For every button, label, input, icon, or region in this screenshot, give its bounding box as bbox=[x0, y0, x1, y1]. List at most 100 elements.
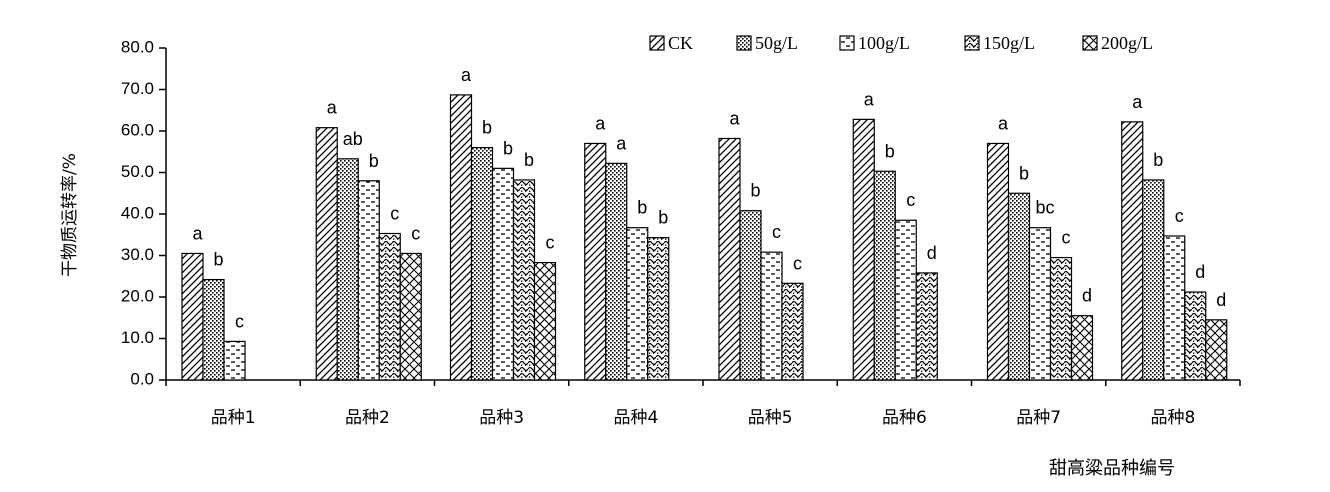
bar-1-1 bbox=[181, 252, 204, 381]
significance-label: a bbox=[461, 65, 472, 85]
legend-swatch bbox=[736, 35, 752, 51]
bar-6-1 bbox=[852, 118, 875, 381]
bar-6-2 bbox=[873, 170, 896, 381]
bar-5-3 bbox=[760, 251, 783, 381]
bar-4-1 bbox=[584, 142, 607, 381]
x-tick-label: 品种3 bbox=[479, 408, 524, 428]
bar-3-2 bbox=[470, 147, 494, 381]
bar-7-5 bbox=[1070, 315, 1094, 381]
bar-8-3 bbox=[1163, 235, 1186, 381]
bar-4-3 bbox=[626, 227, 649, 381]
y-axis-title: 干物质运转率/% bbox=[60, 153, 80, 277]
bar-5-2 bbox=[739, 210, 762, 381]
x-tick-label: 品种4 bbox=[613, 408, 658, 428]
bar-7-4 bbox=[1049, 256, 1073, 381]
y-axis: 0.0 10.0 20.0 30.0 40.0 50.0 60.0 70.0 80.0 bbox=[121, 37, 167, 388]
significance-label: a bbox=[192, 223, 203, 243]
x-axis: 品种1 品种2 品种3 品种4 品种5 品种6 品种7 品种8 bbox=[165, 379, 1241, 428]
significance-label: c bbox=[793, 253, 802, 273]
significance-label: b bbox=[885, 141, 895, 161]
significance-label: d bbox=[927, 243, 937, 263]
significance-label: a bbox=[864, 89, 875, 109]
significance-label: c bbox=[1175, 206, 1184, 226]
x-axis-title: 甜高粱品种编号 bbox=[1049, 458, 1175, 479]
legend-swatch bbox=[964, 35, 980, 51]
x-tick-label: 品种7 bbox=[1016, 408, 1061, 428]
significance-label: d bbox=[1216, 290, 1226, 310]
legend: CK 50g/L 100g/L 150g/L 200g/L bbox=[649, 33, 1153, 53]
significance-label: c bbox=[235, 311, 244, 331]
significance-label: c bbox=[772, 222, 781, 242]
significance-label: a bbox=[729, 108, 740, 128]
significance-label: a bbox=[998, 113, 1009, 133]
significance-label: b bbox=[637, 198, 647, 218]
y-tick-label: 80.0 bbox=[121, 37, 154, 56]
y-tick-label: 10.0 bbox=[121, 328, 154, 347]
bar-4-2 bbox=[605, 162, 628, 381]
bar-8-4 bbox=[1184, 291, 1207, 381]
bars bbox=[181, 94, 1228, 381]
bar-7-3 bbox=[1028, 227, 1052, 381]
y-tick-label: 0.0 bbox=[130, 369, 154, 388]
bar-8-1 bbox=[1121, 121, 1144, 381]
bar-2-3 bbox=[357, 180, 380, 381]
x-tick-label: 品种5 bbox=[748, 408, 793, 428]
x-tick-label: 品种1 bbox=[211, 408, 256, 428]
significance-label: b bbox=[750, 181, 760, 201]
significance-label: b bbox=[658, 208, 668, 228]
significance-label: b bbox=[369, 151, 379, 171]
significance-label: c bbox=[546, 233, 555, 253]
x-tick-label: 品种2 bbox=[345, 408, 390, 428]
significance-label: c bbox=[906, 190, 915, 210]
y-tick-label: 60.0 bbox=[121, 120, 154, 139]
significance-label: b bbox=[482, 118, 492, 138]
significance-label: a bbox=[595, 113, 606, 133]
bar-4-4 bbox=[647, 237, 670, 381]
bar-8-5 bbox=[1205, 319, 1228, 381]
legend-label: 200g/L bbox=[1101, 33, 1153, 53]
y-tick-label: 40.0 bbox=[121, 203, 154, 222]
bar-3-3 bbox=[491, 167, 515, 381]
bar-6-4 bbox=[915, 272, 938, 381]
bar-3-4 bbox=[512, 179, 536, 381]
significance-label: b bbox=[213, 250, 223, 270]
bar-2-2 bbox=[336, 158, 359, 381]
significance-label: c bbox=[1062, 228, 1071, 248]
bar-5-4 bbox=[781, 282, 804, 381]
legend-swatch bbox=[1082, 35, 1098, 51]
y-tick-label: 20.0 bbox=[121, 286, 154, 305]
x-tick-label: 品种6 bbox=[882, 408, 927, 428]
significance-label: b bbox=[524, 150, 534, 170]
bar-1-2 bbox=[202, 278, 225, 381]
significance-label: b bbox=[1153, 150, 1163, 170]
significance-label: d bbox=[1195, 262, 1205, 282]
bar-2-1 bbox=[315, 127, 338, 381]
significance-label: a bbox=[327, 98, 338, 118]
bar-3-1 bbox=[449, 94, 473, 381]
x-tick-label: 品种8 bbox=[1150, 408, 1195, 428]
legend-label: 50g/L bbox=[755, 33, 798, 53]
bar-2-4 bbox=[378, 232, 401, 381]
bar-7-1 bbox=[986, 142, 1010, 381]
bar-3-5 bbox=[533, 261, 557, 381]
legend-swatch bbox=[649, 35, 665, 51]
bar-1-3 bbox=[223, 340, 246, 381]
significance-label: b bbox=[1019, 163, 1029, 183]
bar-6-3 bbox=[894, 219, 917, 381]
legend-swatch bbox=[839, 35, 855, 51]
bar-2-5 bbox=[399, 252, 422, 381]
y-tick-label: 30.0 bbox=[121, 245, 154, 264]
significance-label: c bbox=[390, 204, 399, 224]
significance-label: b bbox=[503, 138, 513, 158]
legend-label: 150g/L bbox=[983, 33, 1035, 53]
significance-label: bc bbox=[1035, 198, 1054, 218]
bar-8-2 bbox=[1142, 179, 1165, 381]
significance-label: a bbox=[616, 133, 627, 153]
significance-label: c bbox=[411, 223, 420, 243]
bar-7-2 bbox=[1007, 192, 1031, 381]
significance-label: d bbox=[1082, 286, 1092, 306]
legend-label: CK bbox=[668, 33, 693, 53]
